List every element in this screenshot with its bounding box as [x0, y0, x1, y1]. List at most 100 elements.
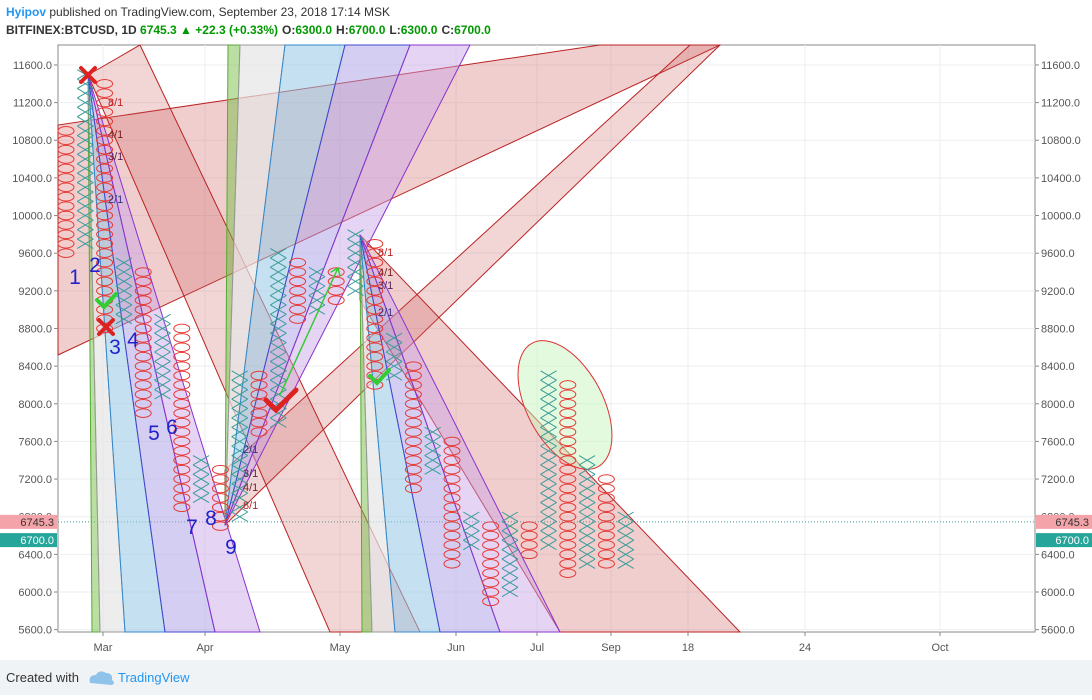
header: Hyipov published on TradingView.com, Sep…: [6, 5, 390, 19]
o-box: [173, 380, 191, 390]
y-tick-label: 8400.0: [1041, 361, 1075, 373]
o-box: [482, 568, 500, 578]
x-box: [347, 257, 364, 268]
x-box: [617, 549, 634, 560]
axes: 5600.0 5600.0 6000.0 6000.0 6400.0 6400.0 6 800…: [0, 60, 1092, 654]
x-box: [347, 266, 364, 278]
o-box: [404, 380, 422, 390]
o-box: [211, 511, 229, 522]
o-box: [211, 521, 229, 531]
o-box: [134, 267, 152, 277]
x-box: [115, 295, 133, 306]
o-box: [173, 351, 191, 362]
y-tick-label: 7600.0: [1041, 436, 1075, 448]
fan-label: 3/1: [108, 151, 123, 163]
x-box: [231, 426, 248, 438]
o-box: [134, 389, 152, 400]
x-box: [115, 285, 133, 296]
x-tick-label: Jul: [530, 642, 544, 654]
y-tick-label: 8000.0: [18, 399, 52, 411]
o-box: [482, 587, 500, 597]
o-box: [443, 511, 461, 522]
x-box: [77, 116, 94, 127]
x-box: [77, 200, 94, 212]
o-box: [96, 267, 114, 277]
x-box: [77, 106, 94, 118]
x-box: [424, 464, 441, 475]
x-box: [77, 125, 94, 136]
o-box: [597, 549, 615, 560]
o-box: [404, 361, 422, 371]
fan-label: 4/1: [378, 267, 393, 279]
x-box: [192, 455, 210, 466]
o-box: [559, 502, 577, 513]
o-box: [404, 455, 422, 466]
o-box: [96, 88, 114, 98]
annotation: 2: [89, 254, 101, 277]
o-box: [96, 116, 114, 127]
x-box: [578, 483, 596, 494]
o-box: [96, 191, 114, 202]
o-box: [211, 464, 229, 475]
x-tick-label: Sep: [601, 642, 621, 654]
o-box: [289, 276, 307, 287]
o-box: [327, 267, 345, 277]
o-box: [96, 248, 114, 258]
annotation: 4: [127, 329, 139, 352]
o-box: [366, 351, 384, 362]
x-box: [270, 285, 287, 296]
o-box: [482, 521, 500, 531]
o-box: [289, 267, 307, 277]
o-box: [443, 558, 461, 569]
o-box: [173, 446, 191, 456]
x-box: [540, 436, 557, 447]
price-label-box: [0, 514, 57, 529]
x-tick-label: 18: [682, 642, 694, 654]
o-box: [366, 323, 384, 334]
annotation: 3: [109, 336, 121, 359]
o-box: [443, 474, 461, 484]
o-box: [57, 238, 75, 249]
o-box: [559, 558, 577, 569]
x-box: [231, 473, 248, 485]
o-box: [96, 107, 114, 117]
o-box: [366, 295, 384, 306]
x-tick-label: 24: [799, 642, 811, 654]
x-box: [578, 502, 596, 513]
x-column: [424, 426, 441, 475]
x-box: [347, 248, 364, 259]
o-box: [559, 455, 577, 466]
x-box: [540, 379, 557, 391]
y-tick-label: 7600.0: [18, 436, 52, 448]
x-box: [617, 558, 634, 569]
x-box: [192, 483, 210, 494]
x-box: [231, 398, 248, 409]
x-box: [308, 266, 326, 278]
y-tick-label: 5600.0: [18, 625, 52, 637]
o-column: [289, 257, 307, 324]
o-box: [250, 370, 268, 381]
y-tick-label: 6000.0: [1041, 587, 1075, 599]
o-box: [327, 276, 345, 287]
author: Hyipov: [6, 5, 46, 19]
o-box: [366, 257, 384, 268]
o-column: [366, 238, 384, 390]
o-box: [173, 474, 191, 484]
x-box: [154, 313, 171, 325]
fan-label: 3/1: [378, 280, 393, 292]
o-box: [443, 493, 461, 503]
x-box: [154, 370, 171, 381]
y-tick-label: 8800.0: [1041, 323, 1075, 335]
o-box: [173, 502, 191, 513]
ohlc-key: C:: [441, 23, 454, 37]
o-box: [597, 483, 615, 494]
o-box: [559, 446, 577, 456]
o-box: [559, 568, 577, 578]
o-box: [173, 455, 191, 466]
x-column: [192, 455, 210, 504]
x-box: [540, 389, 557, 400]
x-box: [270, 351, 287, 362]
x-box: [115, 266, 133, 278]
x-box: [77, 182, 94, 193]
